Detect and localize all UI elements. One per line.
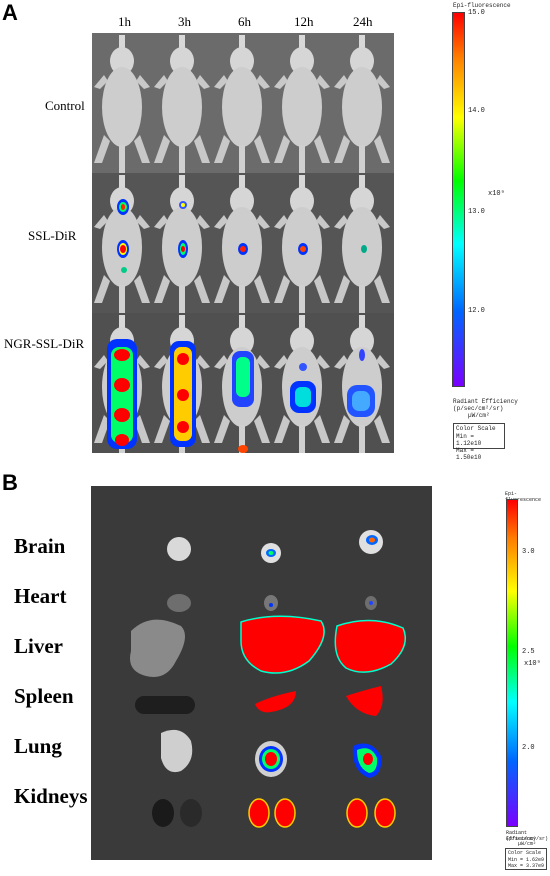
colorbar-a-title: Epi-fluorescence [453,2,511,9]
colorbar-b-unit: Radiant Efficiency [506,830,537,842]
colorbar-a [452,12,465,387]
color-scale-box-b: Color Scale Min = 1.62e9 Max = 3.37e9 [505,848,547,870]
colorbar-b-title: Epi-fluorescence [505,491,542,503]
colorbar-b-tick: 2.0 [522,744,535,752]
colorbar-a-tick: 13.0 [468,208,485,216]
organ-imaging-panel [91,486,432,860]
mouse-imaging-grid [92,33,394,453]
color-scale-box-a: Color Scale Min = 1.12e10 Max = 1.50e10 [453,423,505,461]
organ-label-spleen: Spleen [14,684,74,708]
organ-label-lung: Lung [14,734,62,758]
color-scale-title: Color Scale [508,850,542,856]
row-label-ssl-dir: SSL-DiR [28,228,77,243]
organ-label-heart: Heart [14,584,67,608]
row-label-ngr-ssl-dir: NGR-SSL-DiR [4,336,85,351]
panel-a-label: A [2,0,18,25]
color-scale-title: Color Scale [456,425,496,432]
timepoint-label: 6h [238,14,251,29]
colorbar-b-exponent: x10⁹ [524,660,541,668]
colorbar-a-unit: µW/cm² [468,412,490,419]
organ-label-liver: Liver [14,634,63,658]
timepoint-label: 3h [178,14,191,29]
color-scale-min: Min = 1.12e10 [456,433,482,447]
row-label-control: Control [45,98,85,113]
colorbar-b-unit: (p/sec/cm²/sr) [506,836,549,842]
colorbar-b-unit: µW/cm² [518,841,537,847]
panel-b-label: B [2,470,18,495]
colorbar-b-tick: 3.0 [522,548,535,556]
color-scale-max: Max = 3.37e9 [508,863,545,869]
colorbar-a-tick: 12.0 [468,307,485,315]
colorbar-b [506,499,518,827]
timepoint-label: 1h [118,14,131,29]
colorbar-a-tick: 14.0 [468,107,485,115]
timepoint-label: 24h [353,14,373,29]
colorbar-b-tick: 2.5 [522,648,535,656]
organ-label-brain: Brain [14,534,66,558]
timepoint-label: 12h [294,14,314,29]
color-scale-min: Min = 1.62e9 [508,857,545,863]
organ-label-kidneys: Kidneys [14,784,88,808]
colorbar-a-exponent: x10⁹ [488,190,505,198]
colorbar-a-unit: (p/sec/cm²/sr) [453,405,504,412]
colorbar-a-unit: Radiant Efficiency [453,398,518,405]
colorbar-a-max-tick: 15.0 [468,9,485,17]
color-scale-max: Max = 1.50e10 [456,447,482,461]
